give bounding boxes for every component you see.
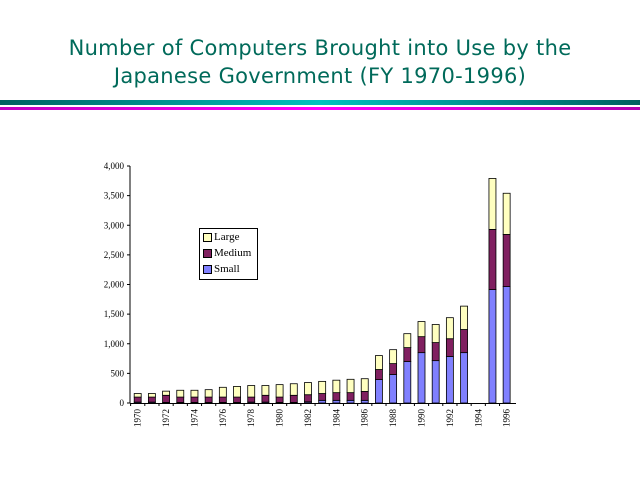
- title-line-2: Japanese Government (FY 1970-1996): [113, 64, 527, 88]
- y-tick-label: 0: [120, 398, 125, 408]
- bar-segment-medium: [460, 329, 468, 354]
- bar-segment-medium: [332, 392, 341, 401]
- legend-item-large: Large: [200, 229, 257, 245]
- bar-segment-large: [218, 386, 227, 398]
- y-tick-label: 1,000: [104, 339, 125, 349]
- bar-segment-large: [389, 349, 398, 364]
- bar-segment-medium: [190, 396, 199, 403]
- y-tick-label: 2,500: [104, 250, 125, 260]
- x-tick-label: 1976: [218, 409, 228, 428]
- bar-segment-large: [247, 385, 256, 398]
- bar-segment-large: [445, 317, 454, 340]
- bar-segment-large: [488, 178, 497, 230]
- bar-segment-small: [389, 374, 398, 404]
- x-tick-label: 1992: [445, 409, 455, 427]
- y-tick-label: 500: [111, 368, 125, 378]
- bar-segment-large: [417, 321, 426, 338]
- legend-label: Large: [214, 231, 240, 243]
- x-tick-label: 1994: [473, 409, 483, 428]
- bar-segment-medium: [502, 234, 511, 287]
- bar-segment-small: [488, 289, 497, 404]
- bar-segment-medium: [403, 347, 412, 362]
- y-tick-label: 2,000: [104, 280, 125, 290]
- y-tick-label: 3,500: [104, 191, 125, 201]
- bar-segment-medium: [275, 396, 284, 403]
- bar-segment-medium: [375, 369, 383, 380]
- bar-segment-large: [403, 333, 412, 349]
- bar-segment-large: [289, 383, 298, 396]
- bar-segment-large: [502, 192, 511, 235]
- bar-segment-large: [332, 379, 341, 394]
- bar-segment-large: [460, 305, 468, 330]
- bar-segment-large: [375, 355, 383, 370]
- legend-label: Small: [214, 263, 240, 275]
- bar-segment-medium: [233, 396, 241, 403]
- bar-segment-medium: [289, 394, 298, 403]
- x-tick-label: 1974: [189, 409, 199, 428]
- bar-segment-large: [233, 386, 241, 398]
- x-tick-label: 1986: [360, 409, 370, 428]
- bar-segment-medium: [318, 393, 327, 401]
- bar-segment-large: [162, 390, 170, 396]
- bar-segment-large: [304, 382, 312, 396]
- bar-segment-small: [431, 360, 440, 404]
- bar-segment-large: [204, 389, 213, 398]
- bar-segment-large: [346, 378, 355, 394]
- bar-segment-medium: [204, 396, 213, 403]
- bar-segment-medium: [445, 338, 454, 357]
- bar-segment-small: [460, 352, 468, 404]
- x-tick-label: 1984: [331, 409, 341, 428]
- bar-segment-medium: [218, 396, 227, 403]
- legend-swatch: [203, 248, 212, 258]
- bar-segment-small: [417, 352, 426, 404]
- bar-segment-medium: [431, 342, 440, 362]
- x-tick-label: 1996: [502, 409, 512, 428]
- x-tick-label: 1972: [161, 409, 171, 427]
- x-tick-label: 1980: [275, 409, 285, 428]
- chart-legend: Large Medium Small: [199, 228, 258, 280]
- x-tick-label: 1982: [303, 409, 313, 427]
- bar-segment-large: [318, 380, 327, 394]
- bar-segment-large: [275, 384, 284, 398]
- legend-label: Medium: [214, 247, 252, 259]
- title-divider-teal: [0, 100, 640, 105]
- bar-segment-small: [403, 361, 412, 404]
- bar-segment-small: [375, 379, 383, 404]
- bar-segment-large: [133, 393, 142, 398]
- x-tick-label: 1978: [246, 409, 256, 428]
- bar-segment-small: [502, 286, 511, 404]
- bar-segment-medium: [346, 392, 355, 401]
- bar-segment-medium: [304, 394, 312, 403]
- legend-item-medium: Medium: [200, 245, 257, 261]
- legend-item-small: Small: [200, 261, 257, 277]
- y-tick-label: 4,000: [104, 161, 125, 171]
- bar-segment-medium: [176, 396, 185, 403]
- bar-segment-large: [261, 385, 270, 396]
- x-tick-label: 1990: [417, 409, 427, 428]
- legend-swatch: [203, 232, 212, 242]
- bar-segment-medium: [488, 228, 497, 290]
- bar-segment-medium: [147, 396, 156, 403]
- bar-segment-large: [176, 389, 185, 398]
- legend-swatch: [203, 264, 212, 274]
- bar-segment-small: [445, 356, 454, 404]
- bar-segment-large: [190, 389, 199, 398]
- bar-segment-large: [431, 324, 440, 343]
- bar-segment-large: [360, 378, 369, 392]
- bar-segment-medium: [389, 363, 398, 375]
- title-line-1: Number of Computers Brought into Use by …: [68, 36, 572, 60]
- bar-segment-medium: [162, 394, 170, 403]
- bar-segment-large: [147, 393, 156, 398]
- bar-segment-medium: [261, 394, 270, 403]
- bar-segment-medium: [133, 396, 142, 403]
- x-tick-label: 1970: [133, 409, 143, 428]
- y-tick-label: 3,000: [104, 220, 125, 230]
- bar-segment-medium: [360, 391, 369, 401]
- bar-segment-medium: [417, 336, 426, 354]
- title-divider-magenta: [0, 107, 640, 110]
- x-tick-label: 1988: [388, 409, 398, 428]
- y-tick-label: 1,500: [104, 309, 125, 319]
- bar-segment-medium: [247, 396, 256, 403]
